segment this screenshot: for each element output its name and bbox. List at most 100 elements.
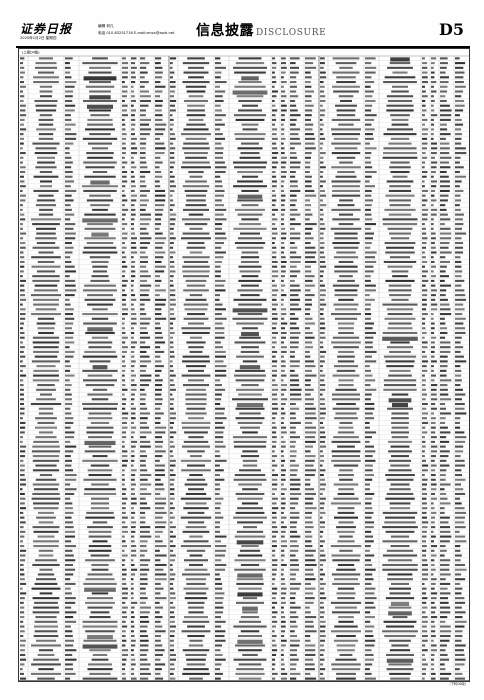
table-cell-text (281, 554, 285, 557)
table-cell-text (272, 246, 277, 249)
table-cell-text (90, 507, 110, 510)
table-cell-text (455, 180, 462, 183)
table-cell-text (65, 611, 77, 614)
table-cell-text (155, 85, 166, 88)
table-cell-text (34, 582, 58, 585)
table-cell-text (422, 497, 427, 500)
table-cell-text (422, 284, 426, 287)
table-cell-text (240, 152, 260, 155)
table-cell-text (131, 223, 134, 226)
table-cell-text (290, 289, 301, 292)
table-cell-text (320, 213, 324, 216)
table-cell-text (131, 634, 135, 638)
table-cell-text (305, 488, 315, 491)
table-cell-text (305, 625, 314, 628)
table-cell-text (36, 199, 56, 202)
table-cell-text (455, 445, 464, 448)
table-cell-text (140, 663, 151, 666)
table-cell-text (88, 346, 112, 349)
table-cell-text (281, 336, 286, 339)
table-cell-text (336, 109, 356, 112)
table-cell-text (290, 170, 296, 174)
table-cell-text (422, 251, 425, 254)
table-cell-text (32, 336, 60, 339)
table-cell-text (83, 322, 117, 325)
table-cell-text (140, 256, 149, 259)
table-cell-text (339, 199, 353, 202)
table-cell-text (281, 563, 287, 567)
table-cell-text (440, 199, 448, 202)
table-cell-text (140, 166, 148, 169)
table-cell-text (131, 156, 134, 159)
table-cell-text (140, 194, 147, 197)
table-cell-text (290, 123, 296, 126)
table-cell-text (365, 90, 374, 93)
table-cell-text (215, 95, 223, 98)
table-cell-text (86, 426, 114, 429)
table-cell-text (389, 350, 411, 353)
table-cell-text (422, 488, 427, 491)
table-cell-text (440, 535, 452, 538)
table-cell-text (215, 185, 223, 188)
table-cell-text (37, 156, 55, 159)
table-cell-text (320, 535, 323, 538)
table-cell-text (320, 587, 325, 590)
table-cell-text (131, 85, 134, 88)
table-cell-text (92, 388, 108, 391)
table-cell-text (422, 568, 429, 571)
table-cell-text (389, 592, 411, 595)
table-cell-text (320, 597, 327, 600)
table-cell-text (155, 204, 165, 207)
table-cell-text (440, 620, 446, 623)
table-cell-text (386, 668, 414, 671)
table-cell-text (431, 592, 438, 595)
table-cell-text (32, 611, 60, 614)
table-cell-text (92, 208, 108, 211)
table-cell-text (241, 384, 259, 387)
table-cell-text (20, 317, 26, 320)
table-cell-text (181, 374, 211, 377)
table-cell-text (440, 459, 447, 462)
table-cell-text (336, 402, 356, 406)
table-cell-text (89, 95, 111, 100)
table-cell-text (320, 634, 326, 638)
table-cell-text (242, 611, 258, 614)
table-cell-text (35, 464, 57, 467)
table-cell-text (431, 611, 436, 614)
table-cell-text (320, 554, 326, 557)
table-cell-text (305, 374, 317, 377)
table-cell-text (320, 582, 326, 585)
table-cell-text (455, 563, 465, 567)
table-cell-text (365, 384, 371, 387)
table-cell-text (140, 568, 150, 571)
table-cell-text (305, 223, 317, 226)
table-cell-text (431, 578, 437, 581)
table-cell-text (422, 237, 428, 240)
table-cell-text (155, 488, 165, 491)
table-cell-text (131, 473, 136, 477)
table-cell-text (320, 507, 324, 510)
table-cell-text (38, 251, 54, 254)
table-cell-text (215, 232, 226, 235)
table-cell-text (65, 180, 74, 183)
table-cell-text (281, 76, 284, 79)
table-cell-text (90, 421, 110, 424)
table-cell-text (215, 573, 220, 576)
table-cell-text (386, 346, 414, 349)
table-cell-text (65, 317, 75, 320)
table-cell-text (155, 421, 161, 424)
table-cell-text (187, 464, 205, 467)
table-cell-text (232, 317, 268, 320)
table-cell-text (455, 62, 466, 65)
table-cell-text (281, 597, 286, 600)
table-cell-text (122, 279, 128, 282)
table-cell-text (422, 95, 428, 98)
table-cell-text (320, 270, 324, 273)
table-cell-text (87, 327, 113, 332)
table-cell-text (422, 455, 425, 458)
table-cell-text (281, 582, 286, 585)
table-cell-text (33, 369, 59, 372)
table-cell-text (440, 57, 448, 60)
table-cell-text (384, 76, 416, 79)
table-cell-text (20, 668, 23, 671)
